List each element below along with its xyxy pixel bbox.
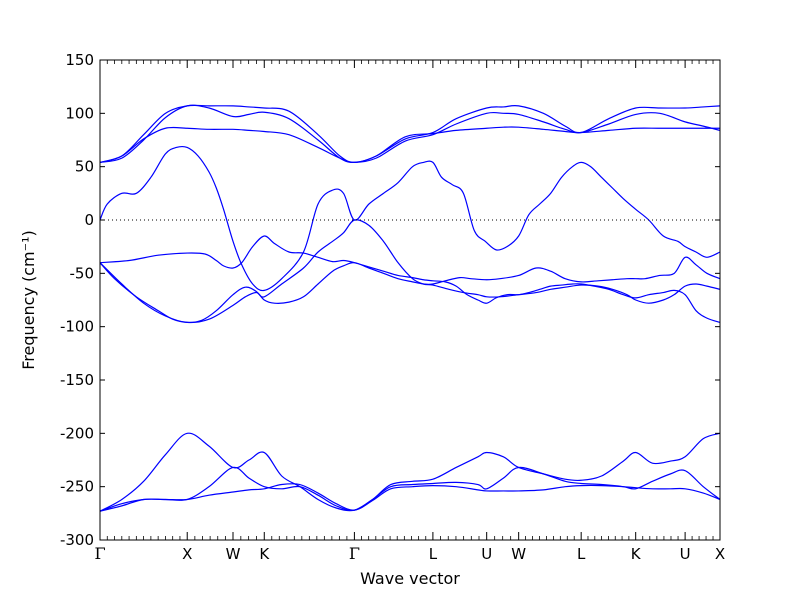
x-tick-label: Γ xyxy=(94,544,105,563)
x-tick-label: U xyxy=(680,545,691,563)
y-tick-label: -300 xyxy=(60,531,94,549)
plot-background xyxy=(100,60,720,540)
y-tick-label: -50 xyxy=(70,264,95,282)
x-minor-ticks xyxy=(106,60,714,540)
x-tick-label: X xyxy=(715,545,725,563)
phonon-branch-2 xyxy=(99,104,721,164)
y-tick-label: 100 xyxy=(65,104,94,122)
y-tick-label: 0 xyxy=(84,211,94,229)
x-tick-label: Γ xyxy=(349,544,360,563)
x-tick-label: L xyxy=(577,545,586,563)
x-tick-label: U xyxy=(481,545,492,563)
y-tick-label: -100 xyxy=(60,318,94,336)
plot-frame xyxy=(99,59,721,541)
x-tick-label: K xyxy=(631,545,642,563)
phonon-branch-6 xyxy=(99,256,721,324)
y-tick-label: -150 xyxy=(60,371,94,389)
y-tick-label: 150 xyxy=(65,51,94,69)
x-axis-title: Wave vector xyxy=(360,569,460,588)
x-tick-label: W xyxy=(226,545,241,563)
x-tick-label: L xyxy=(429,545,438,563)
y-axis-title: Frequency (cm⁻¹) xyxy=(19,230,38,369)
x-tick-label: K xyxy=(259,545,270,563)
phonon-branch-8 xyxy=(99,432,721,512)
y-axis: -300 -250 -200 -150 -100 -50 0 50 100 150 xyxy=(60,51,720,549)
series-layer xyxy=(99,104,721,512)
phonon-branch-10 xyxy=(99,483,721,512)
phonon-branch-5 xyxy=(99,235,721,323)
y-tick-label: -200 xyxy=(60,424,94,442)
phonon-branch-1 xyxy=(99,104,721,164)
phonon-branch-4 xyxy=(99,145,721,292)
x-tick-label: W xyxy=(511,545,526,563)
phonon-branch-7 xyxy=(99,219,721,324)
phonon-branch-3 xyxy=(99,126,720,164)
y-tick-label: 50 xyxy=(75,158,94,176)
y-tick-label: -250 xyxy=(60,478,94,496)
phonon-branch-9 xyxy=(99,466,721,512)
x-tick-label: X xyxy=(182,545,192,563)
